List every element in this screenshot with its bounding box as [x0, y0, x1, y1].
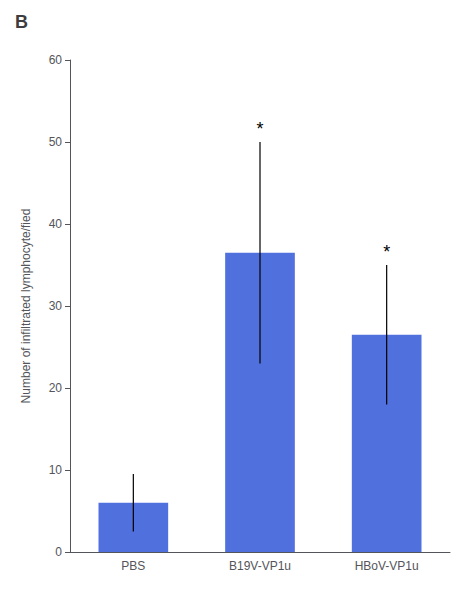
svg-text:20: 20: [49, 381, 63, 395]
svg-text:50: 50: [49, 135, 63, 149]
svg-text:60: 60: [49, 53, 63, 67]
svg-text:*: *: [383, 242, 390, 262]
svg-text:HBoV-VP1u: HBoV-VP1u: [355, 559, 419, 573]
svg-text:10: 10: [49, 463, 63, 477]
svg-text:*: *: [256, 119, 263, 139]
svg-text:30: 30: [49, 299, 63, 313]
svg-text:B19V-VP1u: B19V-VP1u: [229, 559, 291, 573]
svg-text:PBS: PBS: [121, 559, 145, 573]
svg-text:B: B: [15, 12, 28, 32]
svg-text:40: 40: [49, 217, 63, 231]
svg-text:0: 0: [55, 545, 62, 559]
svg-text:Number of infiltrated lymphocy: Number of infiltrated lymphocyte/fied: [19, 209, 33, 404]
